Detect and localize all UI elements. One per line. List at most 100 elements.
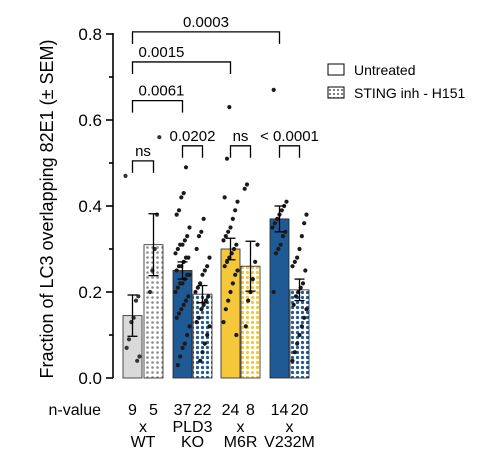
data-point [205,264,210,269]
data-point [221,238,226,243]
data-point [183,298,189,303]
data-point [291,302,296,307]
data-point [255,242,260,247]
data-point [290,264,295,269]
bar [220,248,241,379]
y-tick-label: 0.4 [78,197,102,216]
data-point [185,234,190,239]
data-point [292,259,297,264]
significance-label: ns [135,143,151,160]
data-point [179,307,184,312]
data-point [135,358,140,363]
data-point [205,332,210,338]
data-point [283,229,288,234]
data-point [222,264,227,269]
data-point [194,320,199,325]
group-label: x [237,419,245,436]
significance-bracket [131,100,184,113]
data-point [196,234,202,239]
data-point [230,216,235,221]
data-point [178,281,183,286]
group-label: x [139,419,147,436]
data-point [270,225,275,230]
data-point [273,251,279,256]
data-point [304,307,309,312]
data-point [173,289,178,295]
group-label: V232M [264,434,315,451]
data-point [299,234,304,239]
data-point [175,363,180,368]
legend-swatch-untreated [327,63,345,76]
data-point [279,208,284,213]
significance-label: 0.0061 [139,83,185,100]
y-tick-label: 0.6 [78,111,102,130]
significance-bracket [229,145,252,158]
data-point [275,216,280,221]
data-point [182,238,187,243]
data-point [203,298,209,303]
data-point [303,268,308,273]
data-point [235,199,240,204]
data-point [201,216,206,221]
data-point [297,332,302,338]
data-point [231,246,237,252]
data-point [174,268,179,273]
significance-bracket [278,145,301,158]
data-point [126,337,132,342]
data-point [226,298,231,303]
data-point [292,350,297,355]
bar [269,218,290,379]
data-point [175,246,180,252]
significance-label: < 0.0001 [260,128,319,145]
n-value: 37 [174,402,192,419]
data-point [234,332,239,338]
data-point [176,264,182,269]
significance-label: 0.0003 [183,14,229,31]
data-point [196,315,202,320]
data-point [181,302,186,307]
data-point [230,281,235,286]
data-point [173,251,178,256]
data-point [198,358,203,363]
data-point [290,358,295,363]
data-point [246,298,251,303]
data-point [207,255,212,260]
significance-brackets: ns 0.0202 ns < 0.0001 0.0061 0.0015 0.0003 [131,14,319,173]
data-point [272,221,277,226]
data-point [295,255,300,260]
bars [122,218,310,379]
data-point [174,315,179,320]
n-value: 9 [128,402,137,419]
data-point [178,354,183,359]
data-point [271,289,276,295]
data-point [123,173,128,178]
data-point [297,246,302,252]
data-point [280,234,286,239]
data-point [199,229,204,234]
y-axis: 0.0 0.2 0.4 0.6 0.8 [78,25,114,388]
data-point [299,324,304,329]
significance-bracket [181,145,204,158]
group-label: KO [181,434,204,451]
data-point [223,307,228,312]
data-point [195,285,200,290]
data-point [242,186,247,191]
data-point [233,208,238,213]
data-point [278,242,283,247]
data-point [157,135,162,140]
data-point [185,272,190,277]
data-point [244,182,250,187]
data-point [233,272,238,277]
data-point [198,281,203,286]
data-point [180,345,185,350]
data-point [235,268,240,273]
data-point [193,289,198,295]
y-tick-label: 0.8 [78,25,102,44]
significance-label: ns [233,128,249,145]
legend: Untreated STING inh - H151 [327,62,465,101]
n-value: 20 [291,402,309,419]
data-point [183,165,189,170]
data-point [206,294,211,299]
data-points [123,87,309,368]
